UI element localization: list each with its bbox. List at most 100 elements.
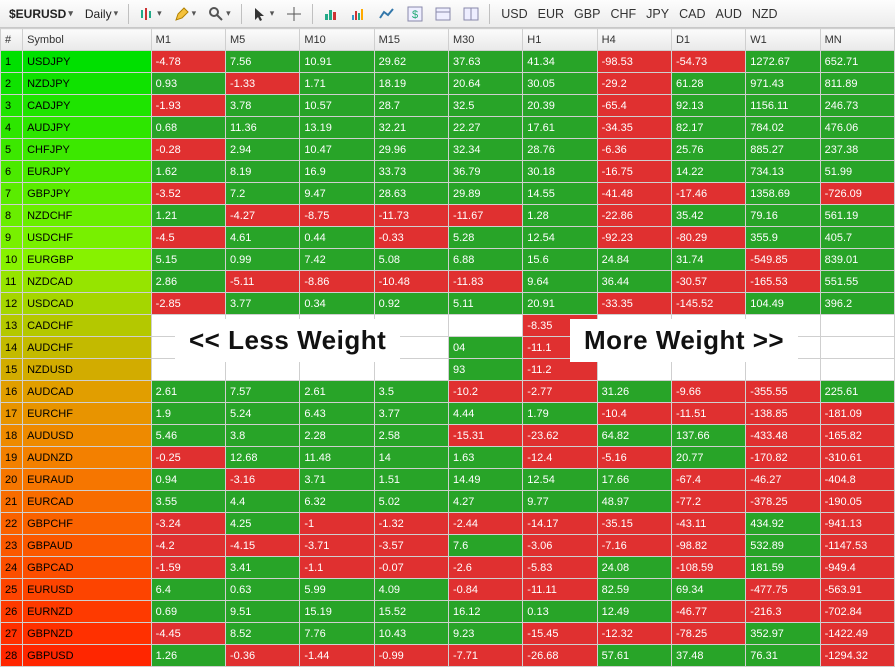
data-cell: -0.25 (151, 447, 225, 469)
data-cell: 137.66 (671, 425, 745, 447)
table-row[interactable]: 28GBPUSD1.26-0.36-1.44-0.99-7.71-26.6857… (1, 645, 895, 667)
panel-icon[interactable] (430, 4, 456, 24)
data-cell: 561.19 (820, 205, 894, 227)
data-cell: 36.79 (448, 161, 522, 183)
col-m1[interactable]: M1 (151, 29, 225, 51)
data-cell: -92.23 (597, 227, 671, 249)
chart-line-icon[interactable] (374, 4, 400, 24)
data-cell: 16.12 (448, 601, 522, 623)
data-cell: -941.13 (820, 513, 894, 535)
currency-nzd[interactable]: NZD (752, 7, 778, 21)
table-row[interactable]: 26EURNZD0.699.5115.1915.5216.120.1312.49… (1, 601, 895, 623)
data-cell: 225.61 (820, 381, 894, 403)
table-row[interactable]: 3CADJPY-1.933.7810.5728.732.520.39-65.49… (1, 95, 895, 117)
table-row[interactable]: 4AUDJPY0.6811.3613.1932.2122.2717.61-34.… (1, 117, 895, 139)
table-row[interactable]: 8NZDCHF1.21-4.27-8.75-11.73-11.671.28-22… (1, 205, 895, 227)
chart-green-icon[interactable] (318, 4, 344, 24)
table-row[interactable]: 24GBPCAD-1.593.41-1.1-0.07-2.6-5.8324.08… (1, 557, 895, 579)
data-cell: 246.73 (820, 95, 894, 117)
currency-jpy[interactable]: JPY (646, 7, 669, 21)
data-cell: 04 (448, 337, 522, 359)
data-cell: -0.28 (151, 139, 225, 161)
data-cell: 82.59 (597, 579, 671, 601)
data-cell: 6.88 (448, 249, 522, 271)
data-cell: -0.36 (225, 645, 299, 667)
data-cell: 20.64 (448, 73, 522, 95)
data-cell: 784.02 (746, 117, 820, 139)
data-cell: 41.34 (523, 51, 597, 73)
pencil-icon[interactable]: ▾ (169, 4, 202, 24)
currency-eur[interactable]: EUR (538, 7, 564, 21)
currency-chf[interactable]: CHF (610, 7, 636, 21)
table-row[interactable]: 19AUDNZD-0.2512.6811.48141.63-12.4-5.162… (1, 447, 895, 469)
col-h1[interactable]: H1 (523, 29, 597, 51)
table-row[interactable]: 23GBPAUD-4.2-4.15-3.71-3.577.6-3.06-7.16… (1, 535, 895, 557)
row-index: 6 (1, 161, 23, 183)
data-cell: 5.24 (225, 403, 299, 425)
candles-icon[interactable]: ▾ (134, 4, 167, 24)
chart-multi-icon[interactable] (346, 4, 372, 24)
row-symbol: EURAUD (23, 469, 152, 491)
currency-cad[interactable]: CAD (679, 7, 705, 21)
data-cell: 4.61 (225, 227, 299, 249)
table-row[interactable]: 20EURAUD0.94-3.163.711.5114.4912.5417.66… (1, 469, 895, 491)
table-row[interactable]: 22GBPCHF-3.244.25-1-1.32-2.44-14.17-35.1… (1, 513, 895, 535)
row-index: 9 (1, 227, 23, 249)
data-cell: -1.32 (374, 513, 448, 535)
dollar-icon[interactable]: $ (402, 4, 428, 24)
col-m10[interactable]: M10 (300, 29, 374, 51)
cursor-icon[interactable]: ▾ (247, 4, 280, 24)
table-row[interactable]: 2NZDJPY0.93-1.331.7118.1920.6430.05-29.2… (1, 73, 895, 95)
col-m30[interactable]: M30 (448, 29, 522, 51)
table-row[interactable]: 9USDCHF-4.54.610.44-0.335.2812.54-92.23-… (1, 227, 895, 249)
col-symbol[interactable]: Symbol (23, 29, 152, 51)
row-index: 8 (1, 205, 23, 227)
timeframe-dropdown[interactable]: Daily ▾ (80, 5, 123, 23)
table-row[interactable]: 6EURJPY1.628.1916.933.7336.7930.18-16.75… (1, 161, 895, 183)
table-row[interactable]: 12USDCAD-2.853.770.340.925.1120.91-33.35… (1, 293, 895, 315)
data-cell: -2.6 (448, 557, 522, 579)
table-row[interactable]: 5CHFJPY-0.282.9410.4729.9632.3428.76-6.3… (1, 139, 895, 161)
data-cell (820, 359, 894, 381)
col-w1[interactable]: W1 (746, 29, 820, 51)
data-cell: 15.6 (523, 249, 597, 271)
data-cell: 61.28 (671, 73, 745, 95)
table-row[interactable]: 25EURUSD6.40.635.994.09-0.84-11.1182.596… (1, 579, 895, 601)
data-cell: 12.68 (225, 447, 299, 469)
col-d1[interactable]: D1 (671, 29, 745, 51)
data-cell: 3.55 (151, 491, 225, 513)
table-row[interactable]: 11NZDCAD2.86-5.11-8.86-10.48-11.839.6436… (1, 271, 895, 293)
table-row[interactable]: 17EURCHF1.95.246.433.774.441.79-10.4-11.… (1, 403, 895, 425)
col-index[interactable]: # (1, 29, 23, 51)
col-mn[interactable]: MN (820, 29, 894, 51)
table-row[interactable]: 21EURCAD3.554.46.325.024.279.7748.97-77.… (1, 491, 895, 513)
data-cell: 33.73 (374, 161, 448, 183)
table-row[interactable]: 18AUDUSD5.463.82.282.58-15.31-23.6264.82… (1, 425, 895, 447)
table-row[interactable]: 1USDJPY-4.787.5610.9129.6237.6341.34-98.… (1, 51, 895, 73)
col-m15[interactable]: M15 (374, 29, 448, 51)
table-row[interactable]: 7GBPJPY-3.527.29.4728.6329.8914.55-41.48… (1, 183, 895, 205)
symbol-dropdown[interactable]: $EURUSD ▾ (4, 5, 78, 23)
table-row[interactable]: 16AUDCAD2.617.572.613.5-10.2-2.7731.26-9… (1, 381, 895, 403)
data-cell: 4.27 (448, 491, 522, 513)
zoom-icon[interactable]: ▾ (203, 4, 236, 24)
currency-gbp[interactable]: GBP (574, 7, 600, 21)
data-cell: -5.11 (225, 271, 299, 293)
col-h4[interactable]: H4 (597, 29, 671, 51)
panel2-icon[interactable] (458, 4, 484, 24)
data-cell: -190.05 (820, 491, 894, 513)
table-row[interactable]: 27GBPNZD-4.458.527.7610.439.23-15.45-12.… (1, 623, 895, 645)
currency-usd[interactable]: USD (501, 7, 527, 21)
crosshair-icon[interactable] (281, 4, 307, 24)
currency-aud[interactable]: AUD (715, 7, 741, 21)
data-cell: -35.15 (597, 513, 671, 535)
table-row[interactable]: 10EURGBP5.150.997.425.086.8815.624.8431.… (1, 249, 895, 271)
data-cell: 36.44 (597, 271, 671, 293)
data-cell: 30.05 (523, 73, 597, 95)
col-m5[interactable]: M5 (225, 29, 299, 51)
data-cell: 0.13 (523, 601, 597, 623)
row-index: 20 (1, 469, 23, 491)
data-cell: -165.82 (820, 425, 894, 447)
data-cell: 7.57 (225, 381, 299, 403)
data-cell: 93 (448, 359, 522, 381)
